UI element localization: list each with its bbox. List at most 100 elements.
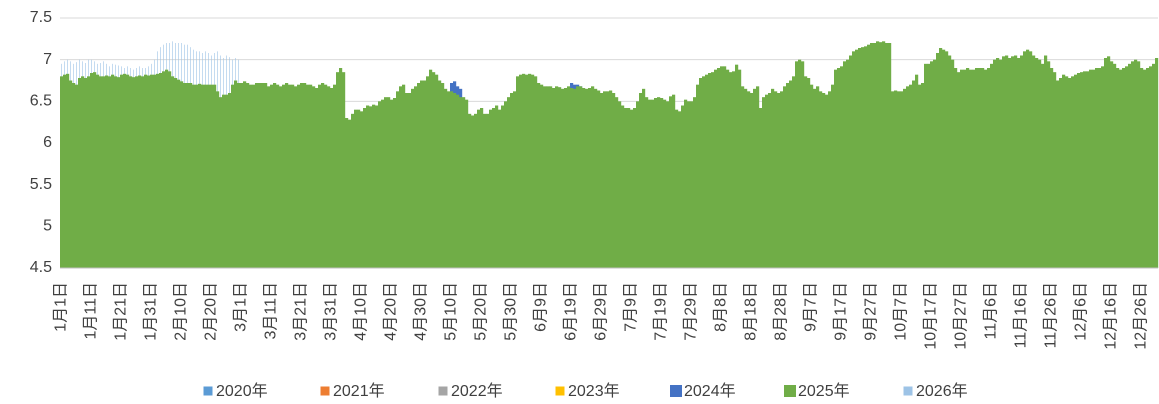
x-tick-label: 3月1日	[233, 282, 250, 332]
bar	[318, 84, 322, 269]
bar	[876, 41, 880, 269]
bar	[285, 83, 289, 268]
bar	[966, 68, 970, 268]
bar	[594, 88, 598, 268]
bar	[165, 69, 169, 269]
bar	[441, 83, 445, 268]
bar	[975, 68, 979, 268]
bar	[1152, 63, 1156, 269]
bar	[930, 61, 934, 269]
bar	[138, 75, 142, 268]
y-tick-label: 5.5	[30, 176, 52, 193]
bar	[276, 84, 280, 269]
bar	[858, 48, 862, 268]
bar	[894, 90, 898, 268]
bar	[762, 97, 766, 269]
bar	[816, 86, 820, 268]
bar	[246, 83, 250, 268]
bar	[708, 73, 712, 268]
bar	[120, 74, 124, 269]
bar	[63, 74, 67, 269]
bar	[597, 90, 601, 268]
bar	[864, 46, 868, 269]
bar	[903, 88, 907, 268]
x-tick-label: 11月6日	[983, 282, 1000, 340]
bar	[834, 69, 838, 269]
bar	[813, 88, 817, 268]
bar	[477, 109, 481, 269]
bar	[243, 81, 247, 268]
bar	[711, 72, 715, 269]
bar	[945, 51, 949, 269]
bar	[399, 86, 403, 268]
bar	[837, 68, 841, 268]
bar	[81, 76, 85, 268]
bar	[738, 69, 742, 269]
bar	[444, 88, 448, 268]
bar	[723, 66, 727, 268]
bar	[603, 91, 607, 268]
bar	[1050, 68, 1054, 268]
bar	[105, 75, 109, 268]
bar	[714, 69, 718, 269]
bar	[783, 86, 787, 268]
bar	[66, 73, 70, 268]
bar	[534, 76, 538, 268]
bar	[369, 106, 373, 268]
bar	[687, 101, 691, 268]
bar	[492, 108, 496, 268]
x-tick-label: 5月30日	[503, 282, 520, 341]
bar	[630, 109, 634, 269]
bar	[90, 73, 94, 268]
bar	[249, 84, 253, 269]
x-tick-label: 10月17日	[923, 282, 940, 350]
x-tick-label: 9月7日	[803, 282, 820, 332]
bar	[807, 78, 811, 268]
bar	[879, 42, 883, 268]
bar	[306, 84, 310, 269]
x-tick-label: 6月29日	[593, 282, 610, 341]
bar	[615, 97, 619, 269]
bar	[270, 84, 274, 269]
bar	[987, 68, 991, 268]
bar	[519, 74, 523, 269]
bar	[846, 59, 850, 268]
bar	[678, 111, 682, 268]
bar	[429, 69, 433, 269]
bar	[924, 63, 928, 269]
bar	[498, 109, 502, 269]
bar	[78, 78, 82, 268]
bar	[180, 81, 184, 268]
bar	[363, 108, 367, 268]
bar	[348, 119, 352, 269]
bar	[159, 73, 163, 268]
bar	[189, 83, 193, 268]
bar	[201, 84, 205, 269]
bar	[96, 74, 100, 269]
bar	[720, 66, 724, 268]
bar	[1146, 68, 1150, 268]
bar	[402, 84, 406, 269]
bar	[1107, 56, 1111, 269]
x-tick-label: 9月27日	[863, 282, 880, 341]
bar	[681, 105, 685, 268]
bar	[1131, 61, 1135, 269]
bar	[345, 118, 349, 268]
bar	[273, 83, 277, 268]
bar	[435, 74, 439, 269]
bar	[717, 68, 721, 268]
legend-label: 2022年	[451, 382, 503, 400]
bar	[291, 84, 295, 269]
x-tick-label: 2月10日	[173, 282, 190, 341]
bar	[210, 84, 214, 269]
bar	[531, 74, 535, 269]
bar	[333, 84, 337, 269]
bar	[1077, 73, 1081, 268]
legend-swatch	[784, 385, 796, 397]
bar	[909, 84, 913, 269]
bar	[684, 99, 688, 269]
bar	[357, 109, 361, 269]
bar	[588, 88, 592, 268]
bar	[300, 83, 304, 268]
bar	[438, 80, 442, 268]
